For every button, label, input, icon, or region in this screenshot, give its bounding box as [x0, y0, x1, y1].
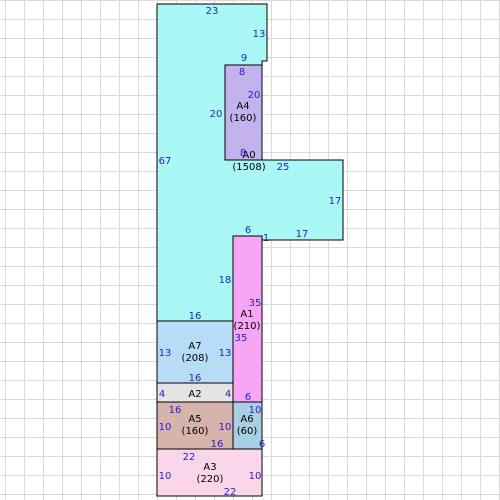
dimension-label: 17 [296, 229, 309, 240]
region-a6 [232, 401, 263, 450]
region-a5-name: A5 [188, 414, 201, 425]
dimension-label: 22 [224, 487, 237, 498]
region-a5-area: (160) [182, 426, 209, 437]
region-a0-area: (1508) [232, 162, 265, 173]
dimension-label: 1 [263, 233, 269, 244]
dimension-label: 10 [219, 422, 232, 433]
dimension-label: 20 [248, 90, 261, 101]
dimension-label: 8 [239, 67, 245, 78]
dimension-label: 6 [259, 439, 265, 450]
dimension-label: 16 [211, 439, 224, 450]
dimension-label: 17 [329, 196, 342, 207]
dimension-label: 16 [189, 373, 202, 384]
dimension-label: 9 [241, 53, 247, 64]
dimension-label: 35 [249, 298, 262, 309]
dimension-label: 16 [189, 311, 202, 322]
dimension-label: 10 [159, 422, 172, 433]
dimension-label: 10 [249, 405, 262, 416]
region-a6-name: A6 [240, 414, 253, 425]
region-a2-name: A2 [188, 389, 201, 400]
dimension-label: 4 [225, 389, 231, 400]
region-a1-area: (210) [234, 321, 261, 332]
region-a4-area: (160) [230, 113, 257, 124]
region-a3 [156, 448, 263, 497]
region-a6-area: (60) [237, 426, 258, 437]
region-a7 [156, 320, 234, 384]
dimension-label: 35 [235, 333, 248, 344]
dimension-label: 16 [169, 405, 182, 416]
dimension-label: 4 [159, 389, 165, 400]
dimension-label: 18 [219, 275, 232, 286]
dimension-label: 13 [219, 348, 232, 359]
region-a1 [232, 235, 263, 403]
dimension-label: 6 [245, 392, 251, 403]
region-a3-area: (220) [197, 474, 224, 485]
region-a4 [224, 64, 263, 161]
dimension-label: 10 [159, 471, 172, 482]
region-a0-name: A0 [242, 150, 255, 161]
region-a7-area: (208) [182, 353, 209, 364]
dimension-label: 67 [159, 156, 172, 167]
region-a1-name: A1 [240, 309, 253, 320]
region-a4-name: A4 [236, 101, 249, 112]
dimension-label: 20 [210, 109, 223, 120]
dimension-label: 10 [249, 471, 262, 482]
dimension-label: 22 [183, 452, 196, 463]
region-a3-name: A3 [203, 462, 216, 473]
dimension-label: 23 [206, 6, 219, 17]
region-a7-name: A7 [188, 341, 201, 352]
dimension-label: 13 [159, 348, 172, 359]
dimension-label: 13 [253, 29, 266, 40]
dimension-label: 6 [245, 225, 251, 236]
dimension-label: 8 [240, 148, 246, 159]
dimension-label: 25 [277, 162, 290, 173]
